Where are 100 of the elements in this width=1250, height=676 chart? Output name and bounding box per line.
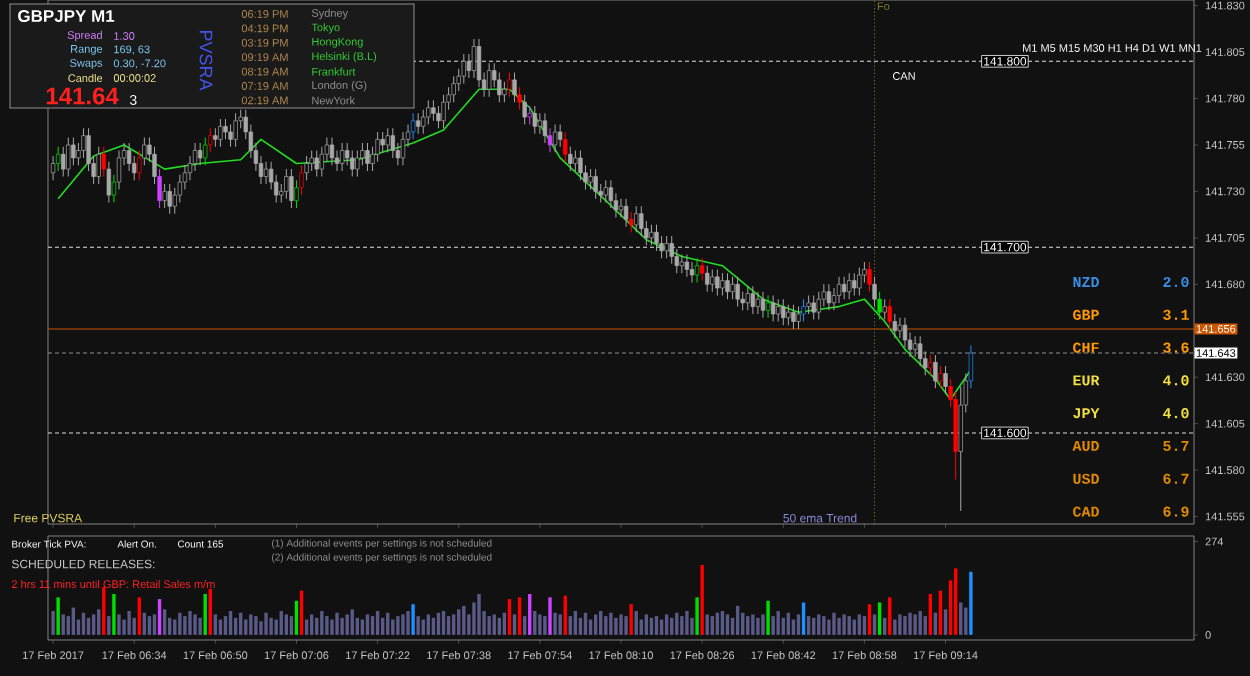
candlestick — [735, 276, 740, 308]
candlestick — [801, 298, 806, 322]
candlestick — [705, 265, 710, 293]
candlestick — [852, 272, 857, 296]
candlestick — [471, 38, 477, 79]
candlestick — [791, 304, 796, 330]
candlestick — [289, 168, 294, 209]
candlestick — [431, 99, 436, 122]
candlestick — [416, 112, 421, 135]
candlestick — [928, 354, 933, 376]
candlestick — [557, 124, 563, 148]
candlestick — [507, 71, 512, 98]
candlestick — [847, 272, 852, 300]
candlestick — [197, 142, 203, 166]
candlestick — [943, 365, 948, 395]
candlestick — [826, 283, 832, 311]
candlestick — [486, 62, 492, 98]
candlestick — [502, 81, 507, 103]
candlestick — [71, 137, 76, 166]
candlestick — [410, 112, 416, 140]
annotation: PVSRA — [199, 30, 213, 91]
candlestick — [745, 285, 750, 311]
candlestick — [81, 127, 86, 159]
candlestick — [263, 161, 269, 185]
candlestick — [649, 224, 654, 246]
candlestick — [512, 71, 517, 103]
candlestick — [66, 137, 71, 178]
candlestick — [938, 365, 943, 389]
candlestick — [441, 94, 446, 129]
candlestick — [137, 150, 142, 181]
candlestick — [806, 294, 811, 315]
candlestick — [167, 183, 172, 215]
candlestick — [436, 105, 441, 129]
candlestick — [162, 183, 167, 209]
candlestick — [106, 161, 112, 204]
candlestick — [623, 198, 629, 228]
candlestick — [664, 235, 669, 259]
candlestick — [811, 294, 816, 321]
candlestick — [730, 276, 735, 300]
candlestick — [588, 168, 593, 191]
candlestick — [872, 276, 877, 308]
candlestick — [918, 335, 923, 367]
candlestick — [532, 105, 537, 135]
candlestick — [233, 112, 238, 148]
candlestick — [55, 146, 61, 172]
candlestick — [461, 53, 466, 85]
candlestick — [157, 168, 162, 209]
candlestick — [603, 179, 608, 204]
candlestick — [116, 150, 122, 191]
candlestick — [284, 168, 289, 200]
candlestick — [755, 291, 761, 315]
candlestick — [400, 131, 406, 166]
candlestick — [882, 298, 887, 321]
candlestick — [684, 254, 690, 278]
candlestick — [355, 150, 360, 178]
candlestick — [390, 127, 395, 159]
candlestick — [877, 291, 882, 321]
candlestick — [380, 131, 385, 153]
candlestick — [350, 150, 355, 178]
candlestick — [573, 150, 578, 172]
candlestick — [710, 268, 715, 293]
candlestick — [725, 272, 730, 300]
candlestick — [776, 298, 781, 322]
candlestick — [816, 291, 821, 321]
candlestick — [385, 127, 390, 153]
candlestick — [887, 298, 892, 330]
candlestick — [213, 127, 218, 148]
candlestick — [542, 112, 548, 144]
candlestick — [192, 142, 198, 172]
candlestick — [497, 71, 502, 103]
candlestick — [223, 118, 228, 140]
candlestick — [679, 254, 685, 274]
candlestick — [720, 272, 725, 296]
candlestick — [563, 131, 568, 163]
candlestick — [339, 142, 345, 172]
candlestick — [522, 94, 527, 125]
candlestick — [593, 168, 598, 200]
candlestick — [867, 261, 872, 293]
candlestick — [568, 146, 573, 172]
candlestick — [152, 146, 157, 185]
candlestick — [841, 276, 847, 300]
candlestick — [628, 211, 634, 233]
candlestick — [126, 142, 132, 172]
candlestick — [365, 142, 370, 172]
candlestick — [781, 298, 786, 326]
candlestick — [750, 285, 756, 315]
candlestick — [101, 146, 106, 178]
annotation: GBPJPY M1 — [18, 9, 115, 23]
candlestick — [61, 146, 66, 178]
candlestick — [770, 294, 776, 322]
candlestick — [203, 137, 208, 166]
candlestick — [694, 257, 700, 283]
candlestick — [765, 294, 771, 319]
candlestick — [319, 146, 324, 178]
candlestick — [689, 261, 695, 283]
candlestick — [96, 146, 101, 185]
candlestick — [892, 313, 898, 339]
candlestick — [547, 127, 553, 153]
candlestick — [933, 354, 938, 389]
candlestick — [608, 179, 614, 209]
